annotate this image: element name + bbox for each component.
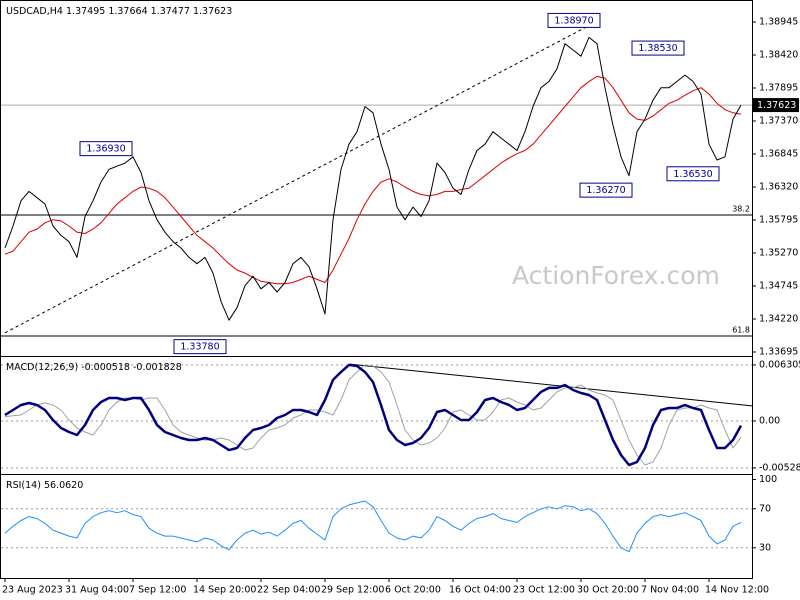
price-annotation: 1.36530 [673, 169, 712, 180]
y-tick-label: 1.37895 [759, 82, 798, 93]
header-value: USDCAD,H4 [6, 6, 63, 17]
fib-label: 61.8 [732, 325, 750, 334]
price-annotation: 1.36930 [86, 144, 125, 155]
y-tick-label: 1.37370 [759, 115, 798, 126]
y-tick-label: 100 [759, 474, 777, 485]
y-tick-label: 1.38420 [759, 49, 798, 60]
y-tick-label: 1.34745 [759, 280, 798, 291]
price-annotation-box [579, 182, 633, 198]
x-tick-label: 29 Sep 12:00 [321, 585, 384, 596]
series-line [4, 36, 742, 321]
frame [0, 0, 753, 579]
current-price-label: 1.37623 [757, 100, 796, 111]
series-line [4, 75, 742, 285]
y-tick-label: 1.36320 [759, 181, 798, 192]
header-value: -0.000518 [81, 362, 130, 373]
series-line [4, 364, 742, 466]
header-value: 1.37623 [193, 6, 232, 17]
y-tick-label: 1.33695 [759, 346, 798, 357]
price-annotation: 1.33780 [180, 342, 219, 353]
x-tick-label: 14 Nov 12:00 [705, 585, 769, 596]
x-tick-label: 23 Oct 12:00 [513, 585, 575, 596]
header-value: 56.0620 [44, 480, 83, 491]
header-value: 1.37664 [108, 6, 147, 17]
header-value: MACD(12,26,9) [6, 362, 78, 373]
x-tick-label: 23 Aug 2023 [2, 585, 63, 596]
trendline [349, 363, 753, 407]
price-annotation-box [79, 141, 133, 157]
price-annotation: 1.38530 [638, 43, 677, 54]
y-tick-label: 70 [759, 503, 771, 514]
header-value: RSI(14) [6, 480, 41, 491]
y-tick-label: 1.38945 [759, 16, 798, 27]
fib-label: 38.2 [732, 204, 750, 213]
x-tick-label: 30 Oct 20:00 [577, 585, 639, 596]
header-value: 1.37495 [66, 6, 105, 17]
price-annotation-box [547, 12, 601, 28]
x-tick-label: 7 Nov 04:00 [641, 585, 699, 596]
series-line [4, 363, 743, 467]
header-value: 1.37477 [151, 6, 190, 17]
x-tick-label: 14 Sep 20:00 [193, 585, 256, 596]
y-tick-label: 1.34220 [759, 313, 798, 324]
y-tick-label: 1.36845 [759, 148, 798, 159]
x-tick-label: 7 Sep 12:00 [129, 585, 186, 596]
price-annotation: 1.38970 [554, 15, 593, 26]
watermark: ActionForex.com [512, 261, 720, 290]
x-tick-label: 16 Oct 04:00 [449, 585, 511, 596]
y-tick-label: 1.35795 [759, 214, 798, 225]
x-tick-label: 6 Oct 20:00 [385, 585, 441, 596]
y-tick-label: 0.006305 [759, 359, 800, 370]
y-tick-label: 0.00 [759, 415, 780, 426]
series-line [4, 500, 742, 553]
x-tick-label: 31 Aug 04:00 [65, 585, 129, 596]
price-annotation-box [631, 40, 685, 56]
price-annotation-box [666, 166, 720, 182]
trendline [4, 19, 601, 334]
price-annotation-box [173, 339, 227, 355]
panel-header: MACD(12,26,9) -0.000518 -0.001828 [6, 362, 182, 373]
header-value: -0.001828 [133, 362, 182, 373]
y-tick-label: 1.35270 [759, 247, 798, 258]
x-tick-label: 22 Sep 04:00 [257, 585, 320, 596]
panel-header: USDCAD,H4 1.37495 1.37664 1.37477 1.3762… [6, 6, 232, 17]
y-tick-label: 30 [759, 542, 771, 553]
panel-header: RSI(14) 56.0620 [6, 480, 83, 491]
price-annotation: 1.36270 [586, 185, 625, 196]
y-tick-label: -0.005283 [759, 462, 800, 473]
current-price-box [752, 98, 799, 113]
